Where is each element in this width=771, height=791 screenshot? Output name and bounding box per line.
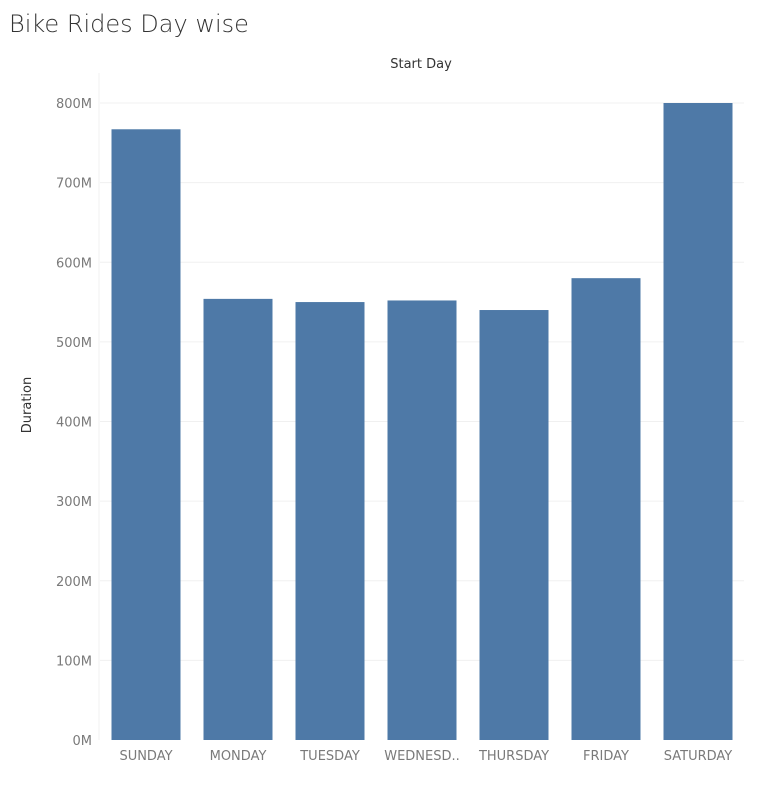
y-tick-label: 300M [56,495,92,510]
bar-saturday[interactable] [663,103,733,740]
x-tick-label: WEDNESD.. [384,749,460,764]
y-axis-ticks: 0M 100M 200M 300M 400M 500M 600M 700M 800M [56,97,92,749]
y-tick-label: 200M [56,575,92,590]
y-tick-label: 400M [56,416,92,431]
y-axis-title: Duration [20,377,35,433]
x-tick-label: SUNDAY [119,749,172,764]
bar-tuesday[interactable] [295,302,365,740]
y-tick-label: 100M [56,654,92,669]
x-tick-label: THURSDAY [478,749,549,764]
bar-layer [111,103,733,740]
x-tick-label: FRIDAY [583,749,629,764]
bar-monday[interactable] [203,298,273,740]
page-title: Bike Rides Day wise [9,10,249,38]
x-tick-label: MONDAY [210,749,267,764]
bar-thursday[interactable] [479,310,549,740]
y-tick-label: 800M [56,97,92,112]
y-tick-label: 0M [73,734,93,749]
y-tick-label: 600M [56,256,92,271]
x-axis-title: Start Day [390,57,452,72]
bar-friday[interactable] [571,278,641,740]
bar-wednesd[interactable] [387,300,457,740]
y-tick-label: 700M [56,177,92,192]
x-tick-label: SATURDAY [664,749,733,764]
x-tick-label: TUESDAY [299,749,360,764]
bar-sunday[interactable] [111,129,181,740]
y-tick-label: 500M [56,336,92,351]
x-axis-ticks: SUNDAY MONDAY TUESDAY WEDNESD.. THURSDAY FRID… [119,749,732,764]
